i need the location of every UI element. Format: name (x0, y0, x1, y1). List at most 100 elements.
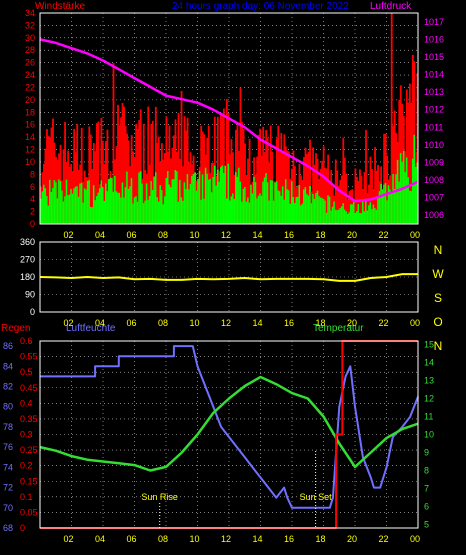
wind-avg-bar (224, 165, 227, 224)
wind-gust-bar (337, 185, 340, 224)
wind-avg-bar (62, 201, 65, 224)
wind-gust-bar (64, 122, 67, 224)
wind-avg-bar (292, 197, 295, 224)
wind-avg-bar (41, 191, 44, 224)
wind-avg-bar (213, 165, 216, 224)
rain-tick-label: 0.15 (20, 476, 38, 486)
wind-gust-bar (369, 156, 372, 224)
time-tick-label: 08 (158, 318, 168, 328)
wind-gust-bar (383, 133, 386, 224)
wind-avg-bar (157, 201, 160, 224)
wind-gust-bar (50, 127, 53, 224)
wind-gust-bar (62, 149, 65, 224)
wind-avg-bar (266, 182, 269, 224)
wind-avg-bar (186, 174, 189, 224)
wind-title: Windstärke (35, 1, 86, 12)
temperature-line (39, 375, 419, 472)
wind-avg-bar (97, 192, 100, 224)
wind-avg-bar (216, 169, 219, 224)
wind-tick-label: 32 (25, 20, 35, 30)
wind-tick-label: 4 (30, 194, 35, 204)
wind-gust-bar (120, 117, 122, 224)
wind-avg-bar (197, 178, 200, 224)
wind-avg-bar (58, 179, 60, 224)
wind-avg-bar (49, 179, 51, 224)
sun-set-label: Sun Set (300, 492, 333, 502)
wind-gust-bar (278, 152, 281, 224)
wind-avg-bar (319, 197, 322, 224)
wind-gust-bar (304, 147, 307, 224)
wind-gust-bar (307, 151, 310, 224)
series-lines (39, 38, 419, 529)
wind-gust-bar (165, 116, 168, 224)
panel-frame (39, 340, 419, 529)
wind-tick-label: 8 (30, 169, 35, 179)
wind-avg-bar (174, 170, 177, 224)
humidity-tick-label: 80 (3, 402, 13, 412)
compass-label: N (434, 339, 443, 353)
wind-avg-bar (365, 200, 367, 224)
wind-avg-bar (322, 199, 325, 224)
wind-gust-bar (324, 167, 327, 224)
temperature-tick-label: 12 (424, 394, 434, 404)
wind-avg-bar (195, 190, 198, 224)
wind-avg-bar (227, 163, 230, 224)
wind-gust-bar (239, 87, 242, 224)
wind-avg-bar (126, 171, 128, 224)
wind-tick-label: 20 (25, 95, 35, 105)
wind-gust-bar (348, 191, 351, 224)
wind-avg-bar (219, 167, 222, 224)
wind-avg-bar (304, 187, 307, 224)
time-tick-label: 06 (126, 534, 136, 544)
wind-avg-bar (295, 197, 298, 224)
wind-avg-bar (386, 200, 389, 224)
wind-avg-bar (375, 209, 378, 224)
wind-gust-bar (280, 132, 283, 224)
wind-gust-bar (222, 108, 225, 224)
time-tick-label: 00 (410, 230, 420, 240)
wind-avg-bar (194, 172, 197, 224)
wind-avg-bar (354, 212, 357, 224)
compass-label: N (434, 243, 443, 257)
wind-gust-bar (275, 138, 278, 224)
wind-gust-bar (56, 159, 59, 224)
wind-avg-bar (117, 192, 119, 224)
wind-avg-bar (277, 190, 280, 224)
wind-avg-bar (328, 196, 331, 224)
wind-gust-bar (242, 128, 245, 224)
wind-gust-bar (100, 118, 103, 224)
wind-gust-bar (94, 151, 97, 224)
wind-avg-bar (247, 197, 249, 224)
wind-avg-bar (109, 177, 112, 224)
wind-tick-label: 18 (25, 107, 35, 117)
wind-avg-bar (333, 201, 336, 224)
wind-tick-label: 26 (25, 58, 35, 68)
wind-avg-bar (163, 196, 166, 224)
wind-gust-bar (312, 147, 314, 224)
time-tick-label: 04 (95, 230, 105, 240)
wind-avg-bar (218, 181, 221, 224)
wind-gust-bar (203, 134, 206, 224)
wind-avg-bar (56, 198, 59, 224)
wind-gust-bar (162, 159, 165, 224)
wind-avg-bar (153, 176, 156, 224)
time-tick-label: 04 (95, 534, 105, 544)
wind-gust-bar (136, 128, 139, 224)
wind-avg-bar (272, 200, 275, 224)
wind-avg-bar (356, 211, 358, 224)
direction-tick-label: 180 (20, 272, 35, 282)
wind-avg-bar (384, 183, 387, 224)
rain-title: Regen (1, 323, 31, 334)
wind-gust-bar (132, 151, 135, 224)
wind-avg-bar (230, 196, 233, 224)
panel-frame (39, 241, 419, 313)
wind-bars (40, 13, 419, 225)
wind-avg-bar (374, 208, 376, 224)
wind-gust-bar (230, 139, 233, 224)
wind-avg-bar (262, 181, 265, 224)
humidity-tick-label: 84 (3, 361, 13, 371)
wind-gust-bar (321, 160, 324, 224)
wind-avg-bar (233, 198, 236, 224)
wind-avg-bar (132, 203, 135, 224)
